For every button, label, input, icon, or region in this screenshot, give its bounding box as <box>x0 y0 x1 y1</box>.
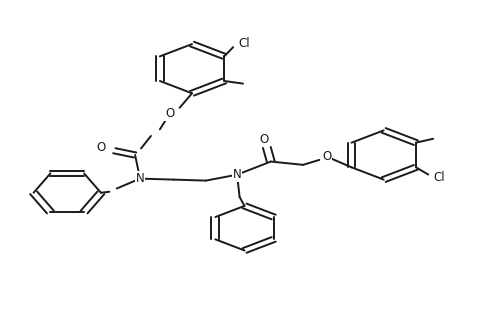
Text: N: N <box>135 172 144 185</box>
Text: O: O <box>322 150 331 163</box>
Text: O: O <box>260 133 269 146</box>
Text: O: O <box>165 107 174 120</box>
Text: Cl: Cl <box>433 171 445 184</box>
Text: N: N <box>233 168 242 181</box>
Text: Cl: Cl <box>239 37 250 50</box>
Text: O: O <box>97 141 106 154</box>
